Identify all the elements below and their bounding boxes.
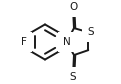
Text: S: S [87,27,94,37]
Text: N: N [63,37,71,47]
Text: S: S [70,72,76,82]
Text: O: O [69,2,77,12]
Text: F: F [21,37,27,47]
